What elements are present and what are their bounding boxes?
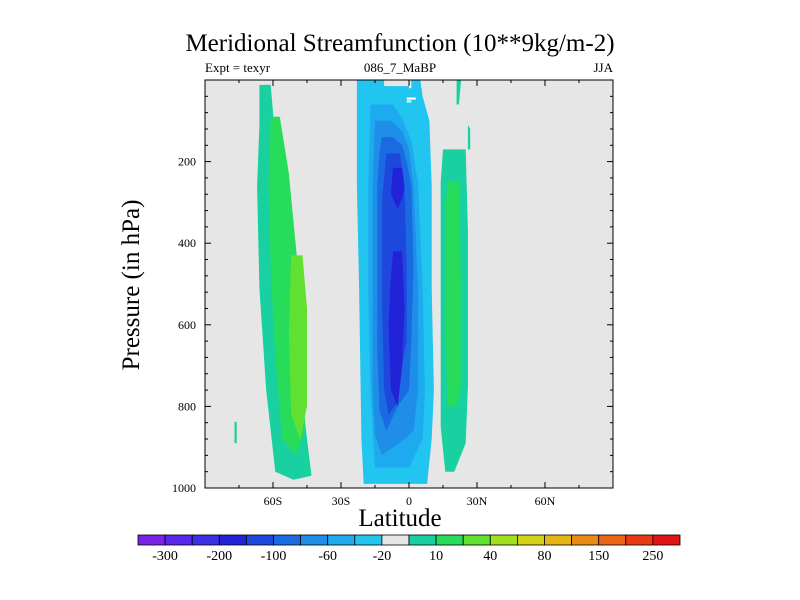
colorbar-label: 250 (642, 549, 663, 564)
contour-region (445, 182, 462, 407)
colorbar-label: -20 (373, 549, 392, 564)
colorbar-swatch (218, 534, 247, 546)
colorbar-label: 150 (588, 549, 609, 564)
colorbar-swatch (164, 534, 193, 546)
colorbar-swatch (598, 534, 627, 546)
x-tick-label: 0 (406, 494, 412, 508)
colorbar-swatch (625, 534, 654, 546)
colorbar-swatch (408, 534, 437, 546)
colorbar-swatch (354, 534, 383, 546)
x-tick-label: 30N (467, 494, 488, 508)
x-axis-label: Latitude (358, 505, 442, 532)
y-tick-label: 400 (178, 236, 196, 250)
colorbar-swatch (571, 534, 600, 546)
colorbar-label: -60 (318, 549, 337, 564)
contour-region (456, 80, 462, 105)
period-label: 086_7_MaBP (363, 60, 437, 75)
contour-region (481, 196, 500, 439)
y-tick-label: 200 (178, 155, 196, 169)
colorbar-swatch (245, 534, 274, 546)
x-tick-label: 60N (535, 494, 556, 508)
contour-region (467, 124, 471, 150)
colorbar-swatch (300, 534, 329, 546)
colorbar-swatch (544, 534, 573, 546)
colorbar-swatch (462, 534, 491, 546)
y-tick-label: 600 (178, 318, 196, 332)
contour-gap (406, 100, 412, 103)
colorbar-swatch (137, 534, 166, 546)
season-label: JJA (593, 60, 613, 75)
colorbar-label: -100 (261, 549, 287, 564)
colorbar-swatch (435, 534, 464, 546)
contour-region (234, 421, 237, 444)
colorbar-swatch (273, 534, 302, 546)
contour-gap (409, 85, 412, 89)
contour-region (288, 255, 307, 439)
colorbar-label: -200 (206, 549, 232, 564)
colorbar-label: 10 (429, 549, 443, 564)
colorbar-swatch (489, 534, 518, 546)
x-tick-label: 30S (332, 494, 351, 508)
contour-gap (406, 97, 416, 100)
x-tick-label: 60S (264, 494, 283, 508)
colorbar-swatch (191, 534, 220, 546)
colorbar-swatch (327, 534, 356, 546)
contour-region (388, 251, 405, 407)
chart-title: Meridional Streamfunction (10**9kg/m-2) (185, 30, 615, 57)
colorbar-swatch (517, 534, 545, 546)
y-tick-label: 1000 (172, 481, 196, 495)
colorbar-label: -300 (152, 549, 178, 564)
colorbar-label: 40 (483, 549, 497, 564)
contour-region (390, 167, 405, 209)
experiment-label: Expt = texyr (205, 60, 271, 75)
colorbar-label: 80 (538, 549, 552, 564)
colorbar-swatch (381, 534, 410, 546)
colorbar-swatch (652, 534, 681, 546)
y-tick-label: 800 (178, 399, 196, 413)
